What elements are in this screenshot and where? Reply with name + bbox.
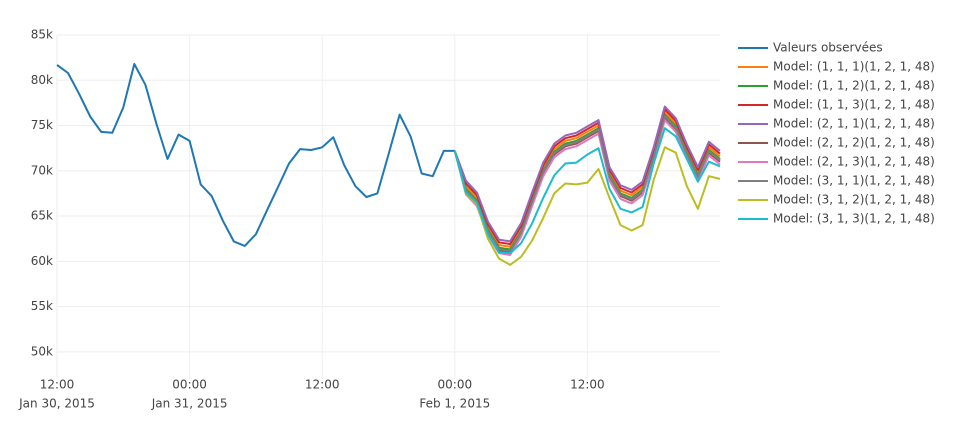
y-tick-label: 55k <box>31 299 53 313</box>
legend-label: Model: (1, 1, 2)(1, 2, 1, 48) <box>773 79 935 93</box>
legend-label: Model: (1, 1, 3)(1, 2, 1, 48) <box>773 98 935 112</box>
legend-label: Model: (2, 1, 1)(1, 2, 1, 48) <box>773 117 935 131</box>
y-tick-label: 75k <box>31 118 53 132</box>
legend-label: Model: (3, 1, 2)(1, 2, 1, 48) <box>773 193 935 207</box>
series-line <box>453 127 721 255</box>
series-line <box>453 108 721 246</box>
y-tick-label: 60k <box>31 254 53 268</box>
series-line <box>453 110 721 248</box>
x-tick-label: 00:00 <box>438 378 473 392</box>
legend-label: Model: (3, 1, 3)(1, 2, 1, 48) <box>773 212 935 226</box>
x-tick-label: 12:00 <box>40 378 75 392</box>
x-tick-label: 00:00 <box>172 378 207 392</box>
y-tick-label: 80k <box>31 73 53 87</box>
series-line <box>56 63 455 247</box>
legend-label: Model: (2, 1, 3)(1, 2, 1, 48) <box>773 155 935 169</box>
x-tick-date: Jan 31, 2015 <box>151 397 228 411</box>
series-line <box>453 105 721 243</box>
y-tick-label: 65k <box>31 209 53 223</box>
legend-label: Model: (2, 1, 2)(1, 2, 1, 48) <box>773 136 935 150</box>
legend-label: Model: (3, 1, 1)(1, 2, 1, 48) <box>773 174 935 188</box>
legend-label: Model: (1, 1, 1)(1, 2, 1, 48) <box>773 60 935 74</box>
y-tick-label: 70k <box>31 163 53 177</box>
x-tick-date: Jan 30, 2015 <box>18 397 95 411</box>
y-tick-label: 85k <box>31 28 53 42</box>
x-tick-label: 12:00 <box>570 378 605 392</box>
legend-label: Valeurs observées <box>773 41 883 55</box>
x-tick-label: 12:00 <box>305 378 340 392</box>
series-line <box>453 146 721 266</box>
x-tick-date: Feb 1, 2015 <box>419 397 490 411</box>
y-tick-label: 50k <box>31 344 53 358</box>
series-line <box>453 115 721 252</box>
